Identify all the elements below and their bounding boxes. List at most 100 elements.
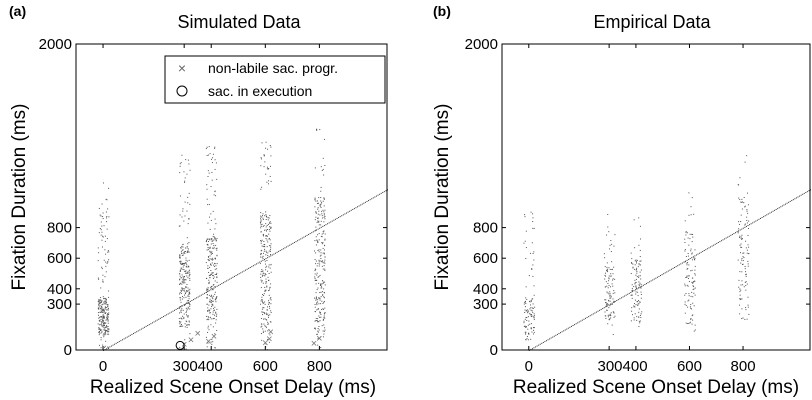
data-point [640,278,642,280]
data-point [184,181,186,183]
data-point [262,255,264,257]
data-point [739,252,741,254]
data-point [315,298,317,300]
data-point [743,286,745,288]
data-point [186,252,188,254]
data-point [180,310,182,312]
data-point [209,274,211,276]
data-point [610,275,612,277]
diagonal-point [276,251,278,253]
data-point [211,158,213,160]
data-point [314,327,316,329]
data-point [605,272,607,274]
data-point [526,298,528,300]
data-point [269,239,271,241]
diagonal-point [536,345,538,347]
data-point [268,233,270,235]
data-point [183,282,185,284]
data-point [107,315,109,317]
data-point [105,265,107,267]
data-point [685,292,687,294]
diagonal-point [133,333,135,335]
data-point [212,275,214,277]
data-point [324,312,326,314]
diagonal-point [706,248,708,250]
data-point [101,329,103,331]
data-point [189,274,191,276]
legend: × non-labile sac. progr. sac. in executi… [164,55,386,104]
diagonal-point [803,192,805,194]
diagonal-point [564,329,566,331]
data-point [179,283,181,285]
data-point [209,312,211,314]
data-point [747,212,749,214]
data-point [320,203,322,205]
data-point [206,154,208,156]
data-point [686,262,688,264]
data-point [188,324,190,326]
diagonal-point [268,256,270,258]
data-point [314,277,316,279]
data-point [270,226,272,228]
data-point [216,238,218,240]
data-point [185,251,187,253]
diagonal-point [703,250,705,252]
data-point [694,249,696,251]
data-point [210,295,212,297]
diagonal-point [221,283,223,285]
data-point [323,211,325,213]
data-point [635,269,637,271]
data-point [265,250,267,252]
diagonal-point [325,224,327,226]
diagonal-point [700,251,702,253]
data-point [323,197,325,199]
data-point [323,330,325,332]
diagonal-point [658,275,660,277]
data-point [694,274,696,276]
data-point [270,180,272,182]
data-point [189,277,191,279]
data-point [213,309,215,311]
data-point [685,231,687,233]
diagonal-point [308,233,310,235]
data-point [634,283,636,285]
data-point [105,311,107,313]
data-point [108,333,110,335]
data-point [610,317,612,319]
data-point [98,301,100,303]
diagonal-point [652,279,654,281]
data-point [205,262,207,264]
data-point [638,311,640,313]
data-point [528,332,530,334]
diagonal-point [254,264,256,266]
xtick-label: 0 [525,358,533,375]
data-point [607,213,609,215]
data-point [185,257,187,259]
data-point [270,263,272,265]
data-point [99,316,101,318]
diagonal-point [331,220,333,222]
xtick-label: 600 [253,358,278,375]
data-point [180,297,182,299]
data-point [267,255,269,257]
data-point [102,326,104,328]
data-point [212,326,214,328]
data-point [261,275,263,277]
diagonal-point [550,337,552,339]
data-point [317,217,319,219]
data-point [105,322,107,324]
diagonal-point [633,290,635,292]
data-point [270,222,272,224]
data-point [212,153,214,155]
data-point [685,305,687,307]
data-point [524,326,526,328]
data-point [98,319,100,321]
data-point [265,282,267,284]
diagonal-point [744,226,746,228]
data-point [180,312,182,314]
data-point [608,267,610,269]
data-point [319,297,321,299]
data-point [212,240,214,242]
diagonal-point [675,266,677,268]
data-point [102,212,104,214]
